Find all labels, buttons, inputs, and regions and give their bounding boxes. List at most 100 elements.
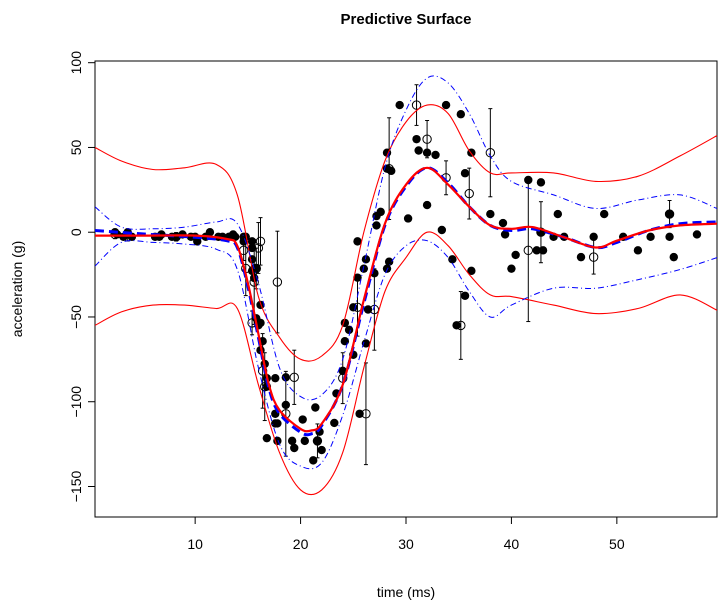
observed-point: [193, 237, 202, 246]
observed-point: [359, 264, 369, 273]
observed-point: [287, 436, 297, 446]
x-tick-label: 10: [187, 536, 203, 552]
observed-point: [633, 246, 643, 255]
y-tick-label: 50: [68, 139, 84, 155]
y-axis-label: acceleration (g): [9, 241, 25, 338]
observed-point: [372, 221, 381, 230]
observed-point: [205, 228, 215, 237]
x-axis: 10 20 30 40 50: [187, 517, 625, 552]
input-point: [523, 245, 533, 256]
observed-point: [395, 100, 404, 110]
observed-point: [403, 214, 413, 223]
x-tick-label: 30: [398, 536, 414, 552]
observed-point: [538, 246, 548, 255]
observed-point: [431, 150, 440, 160]
observed-point: [422, 200, 432, 210]
observed-point: [599, 209, 609, 219]
observed-point: [376, 207, 385, 217]
alt-mean-line: [95, 166, 717, 437]
observed-point: [384, 257, 394, 266]
x-axis-label: time (ms): [377, 584, 435, 600]
observed-point: [247, 255, 257, 264]
upper-quantile-line: [95, 104, 717, 362]
predictive-mean-line: [95, 166, 717, 433]
x-tick-label: 50: [609, 536, 625, 552]
y-tick-label: −50: [68, 305, 84, 329]
input-point: [411, 100, 422, 110]
observed-point: [456, 110, 466, 119]
input-point: [361, 409, 371, 419]
observed-point: [589, 232, 598, 241]
y-tick-label: −150: [68, 471, 84, 503]
observed-point: [271, 373, 280, 383]
input-point: [664, 209, 675, 219]
observed-point: [353, 237, 362, 246]
y-tick-label: 100: [68, 51, 84, 75]
x-tick-label: 20: [293, 536, 309, 552]
observed-point: [330, 418, 339, 428]
observed-point: [290, 443, 299, 453]
observed-point: [486, 209, 495, 219]
input-point: [253, 243, 264, 253]
input-point: [456, 320, 466, 331]
observed-point: [412, 134, 421, 144]
observed-point: [448, 255, 457, 264]
observed-point: [344, 325, 354, 335]
observed-point: [311, 403, 320, 412]
chart-title: Predictive Surface: [341, 11, 472, 28]
input-point: [272, 277, 283, 287]
observed-point: [256, 318, 265, 328]
observed-point: [361, 339, 371, 348]
plot-frame: [94, 60, 718, 518]
observed-point: [532, 246, 541, 255]
observed-point: [300, 436, 309, 446]
y-tick-label: −100: [68, 386, 84, 418]
observed-point: [273, 419, 282, 428]
observed-point: [361, 255, 371, 264]
observed-point: [309, 456, 318, 465]
observed-point: [692, 230, 702, 239]
observed-point: [298, 415, 307, 424]
observed-point: [467, 266, 476, 276]
input-point: [289, 372, 299, 383]
observed-point: [646, 232, 655, 241]
input-point: [110, 229, 120, 240]
observed-point: [241, 232, 250, 241]
observed-point: [460, 169, 470, 178]
observed-point: [576, 252, 586, 262]
y-axis: −150 −100 −50 0 50 100: [68, 51, 95, 502]
observed-point: [500, 230, 510, 239]
input-point: [422, 134, 432, 144]
observed-point: [317, 445, 326, 455]
series-layer: [95, 75, 717, 496]
observed-point: [355, 409, 364, 418]
observed-point: [437, 225, 447, 235]
observed-point: [669, 252, 678, 262]
observed-point: [441, 100, 451, 110]
observed-point: [553, 209, 563, 219]
observed-point: [363, 305, 373, 314]
observed-point: [340, 337, 350, 346]
observed-point: [536, 178, 546, 187]
observed-point: [387, 166, 396, 176]
observed-point: [498, 218, 508, 228]
observed-point: [511, 250, 520, 260]
observed-point: [507, 264, 516, 273]
input-point: [588, 252, 599, 262]
lower-quantile-line: [95, 231, 717, 496]
observed-point: [460, 291, 470, 300]
observed-point: [382, 264, 392, 273]
observed-point: [665, 232, 674, 241]
input-point: [255, 236, 266, 247]
input-point: [464, 188, 474, 199]
observed-point: [414, 146, 423, 155]
y-tick-label: 0: [68, 228, 84, 236]
observed-point: [256, 300, 265, 310]
observed-point: [262, 433, 272, 443]
alt-upper-quantile-line: [95, 75, 717, 401]
observed-point: [353, 273, 362, 282]
alt-lower-quantile-line: [95, 239, 717, 470]
input-point: [312, 436, 323, 446]
x-tick-label: 40: [504, 536, 520, 552]
